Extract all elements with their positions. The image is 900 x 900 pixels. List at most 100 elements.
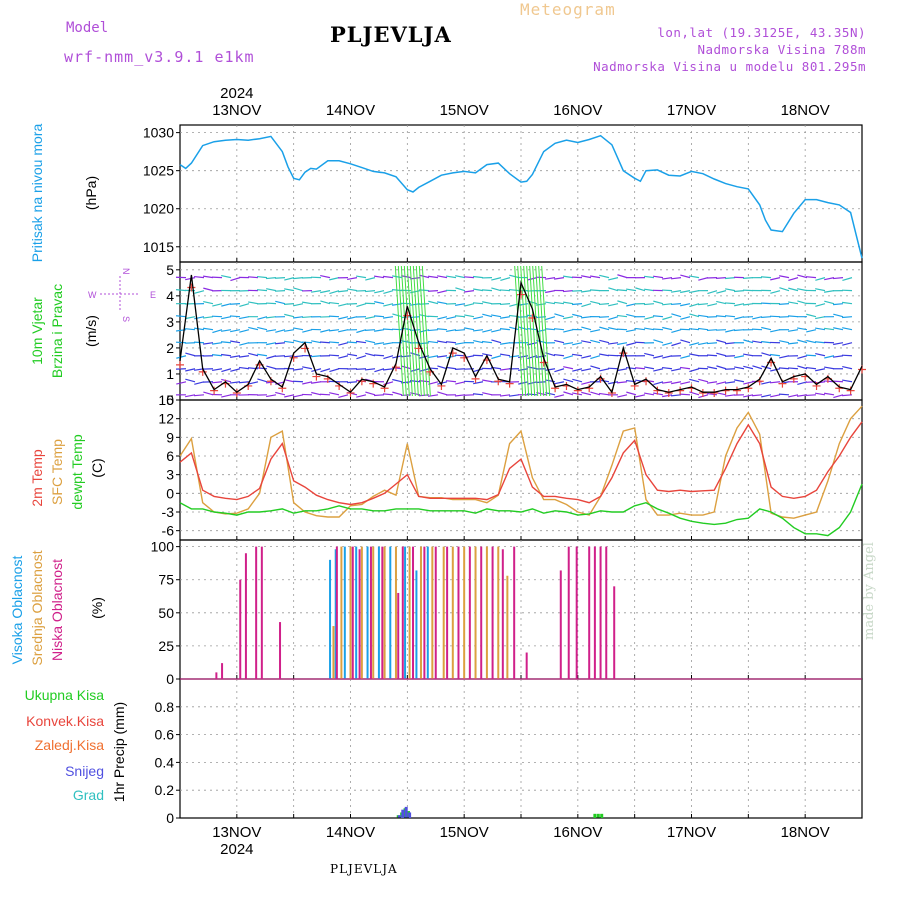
wind-arrow bbox=[554, 339, 565, 344]
wind-arrow bbox=[554, 313, 565, 318]
compass-south: S bbox=[121, 316, 131, 322]
wind-arrow bbox=[734, 303, 745, 307]
coordinates: lon,lat (19.3125E, 43.35N) bbox=[657, 25, 866, 40]
wind-arrow bbox=[617, 314, 628, 318]
ytick-label-pressure: 1020 bbox=[143, 201, 174, 217]
wind-arrow bbox=[698, 327, 709, 331]
wind-arrow bbox=[724, 368, 736, 370]
wind-arrow bbox=[725, 288, 736, 292]
wind-arrow bbox=[806, 329, 817, 333]
wind-arrow bbox=[680, 303, 691, 307]
wind-arrow bbox=[473, 288, 484, 292]
wind-gust-streak bbox=[403, 265, 413, 397]
wind-arrow bbox=[635, 394, 646, 398]
wind-arrow bbox=[292, 277, 304, 280]
wind-arrow bbox=[581, 303, 592, 308]
wind-arrow bbox=[203, 300, 214, 305]
wind-arrow bbox=[464, 290, 475, 293]
wind-arrow bbox=[499, 289, 511, 292]
wind-gust-streak bbox=[538, 265, 548, 397]
wind-arrow bbox=[464, 327, 475, 331]
wind-arrow bbox=[841, 394, 853, 397]
wind-arrow bbox=[338, 316, 349, 320]
wind-arrow bbox=[221, 378, 232, 383]
wind-arrow bbox=[257, 316, 268, 320]
wind-arrow bbox=[761, 381, 772, 385]
wind-gust-streak bbox=[394, 265, 404, 397]
wind-arrow bbox=[338, 329, 349, 333]
ytick-label-precip: 0.2 bbox=[155, 782, 175, 798]
wind-arrow bbox=[274, 290, 286, 292]
wind-arrow bbox=[644, 327, 655, 331]
wind-arrow bbox=[329, 290, 340, 295]
wind-arrow bbox=[707, 303, 718, 307]
wind-arrow bbox=[716, 352, 727, 357]
wind-arrow bbox=[221, 394, 232, 398]
wind-arrow bbox=[770, 329, 781, 333]
wind-arrow bbox=[617, 368, 628, 372]
wind-arrow bbox=[743, 339, 754, 344]
wind-arrow bbox=[724, 355, 736, 357]
day-label-top: 16NOV bbox=[553, 102, 602, 119]
cloud-mid-bar bbox=[332, 626, 335, 679]
wind-arrow bbox=[653, 368, 664, 372]
wind-arrow bbox=[428, 355, 439, 359]
precip-rain-bar bbox=[600, 813, 604, 818]
cloud-low-bar bbox=[599, 546, 602, 679]
wind-arrow bbox=[572, 342, 583, 346]
precip-rain-bar bbox=[593, 813, 597, 818]
wind-arrow bbox=[680, 355, 691, 359]
wind-arrow bbox=[347, 353, 358, 357]
wind-arrow bbox=[824, 392, 835, 396]
cloud-low-bar bbox=[351, 546, 354, 679]
wind-arrow bbox=[293, 303, 304, 307]
wind-arrow bbox=[284, 394, 295, 398]
wind-arrow bbox=[724, 277, 736, 280]
wind-arrow bbox=[428, 394, 439, 397]
wind-arrow bbox=[230, 381, 241, 384]
wind-arrow bbox=[644, 352, 655, 357]
temp-label-2m: 2m Temp bbox=[29, 449, 45, 507]
wind-arrow bbox=[509, 394, 520, 397]
wind-arrow bbox=[644, 366, 655, 370]
wind-arrow bbox=[266, 329, 277, 332]
wind-arrow bbox=[419, 314, 430, 318]
wind-arrow bbox=[518, 368, 529, 371]
wind-arrow bbox=[616, 289, 628, 292]
wind-arrow bbox=[293, 287, 304, 292]
wind-arrow bbox=[491, 277, 502, 281]
wind-arrow bbox=[742, 277, 754, 279]
cloud-mid-bar bbox=[474, 546, 477, 679]
wind-arrow bbox=[401, 365, 412, 370]
wind-arrow bbox=[266, 394, 277, 398]
wind-arrow bbox=[581, 290, 592, 293]
wind-arrow bbox=[626, 303, 637, 307]
wind-arrow bbox=[788, 394, 799, 398]
pressure-unit: (hPa) bbox=[83, 176, 99, 210]
wind-arrow bbox=[734, 355, 745, 359]
wind-arrow bbox=[320, 300, 331, 305]
precip-unit: 1hr Precip (mm) bbox=[111, 702, 127, 802]
wind-arrow bbox=[661, 303, 673, 306]
wind-arrow bbox=[743, 353, 754, 357]
wind-arrow bbox=[409, 316, 421, 319]
wind-arrow bbox=[716, 365, 727, 370]
ytick-label-temp: 3 bbox=[166, 467, 174, 483]
wind-arrow bbox=[203, 316, 214, 319]
cloud-high-bar bbox=[377, 546, 380, 679]
wind-arrow bbox=[670, 394, 682, 397]
wind-arrow bbox=[265, 302, 277, 305]
wind-arrow bbox=[787, 367, 799, 370]
cloud-mid-bar bbox=[408, 546, 411, 679]
wind-arrow bbox=[383, 355, 394, 360]
temp-dewpt-line bbox=[179, 483, 863, 537]
wind-arrow bbox=[590, 329, 601, 333]
cloud-mid-bar bbox=[442, 546, 445, 679]
wind-arrow bbox=[589, 289, 601, 292]
cloud-label-mid: Srednja Oblacnost bbox=[29, 550, 45, 665]
cloud-mid-bar bbox=[497, 546, 500, 679]
wind-arrow bbox=[581, 381, 592, 385]
wind-arrow bbox=[500, 277, 511, 282]
wind-arrow bbox=[320, 274, 331, 279]
wind-arrow bbox=[805, 276, 817, 279]
